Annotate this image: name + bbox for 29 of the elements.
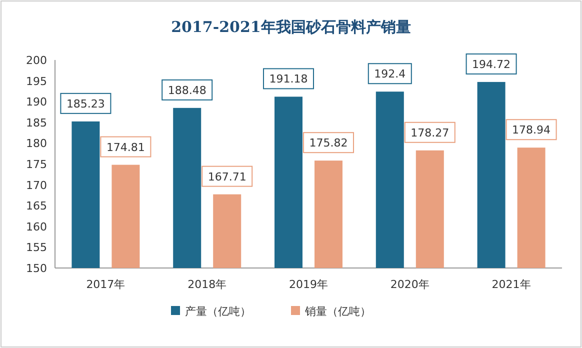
legend-label: 销量（亿吨） <box>304 305 371 318</box>
y-tick-label: 160 <box>26 220 47 234</box>
y-tick-label: 165 <box>26 200 47 213</box>
x-tick-label: 2017年 <box>86 278 126 291</box>
y-tick-label: 185 <box>26 116 47 130</box>
data-label: 188.48 <box>168 84 206 97</box>
data-label: 174.81 <box>106 140 145 154</box>
y-tick-label: 195 <box>26 74 47 88</box>
y-tick-label: 170 <box>26 178 47 192</box>
x-tick-label: 2020年 <box>390 278 430 291</box>
y-tick-label: 180 <box>26 137 47 150</box>
data-label: 194.72 <box>472 58 511 71</box>
x-tick-label: 2019年 <box>289 278 328 291</box>
legend-label: 产量（亿吨） <box>185 305 251 318</box>
data-label: 191.18 <box>269 72 308 86</box>
data-label: 167.71 <box>208 170 246 184</box>
y-tick-label: 150 <box>26 262 47 275</box>
chart-title: 2017-2021年我国砂石骨料产销量 <box>171 18 411 36</box>
y-tick-label: 200 <box>26 54 47 67</box>
data-label: 178.94 <box>512 124 551 137</box>
data-label: 175.82 <box>309 136 348 150</box>
x-tick-label: 2021年 <box>492 278 531 291</box>
data-label: 178.27 <box>410 126 450 140</box>
y-tick-label: 190 <box>26 96 47 109</box>
x-tick-label: 2018年 <box>188 278 227 291</box>
data-label: 185.23 <box>66 97 105 110</box>
y-tick-label: 155 <box>26 241 47 254</box>
y-tick-label: 175 <box>26 158 47 171</box>
data-label: 192.4 <box>374 68 406 81</box>
